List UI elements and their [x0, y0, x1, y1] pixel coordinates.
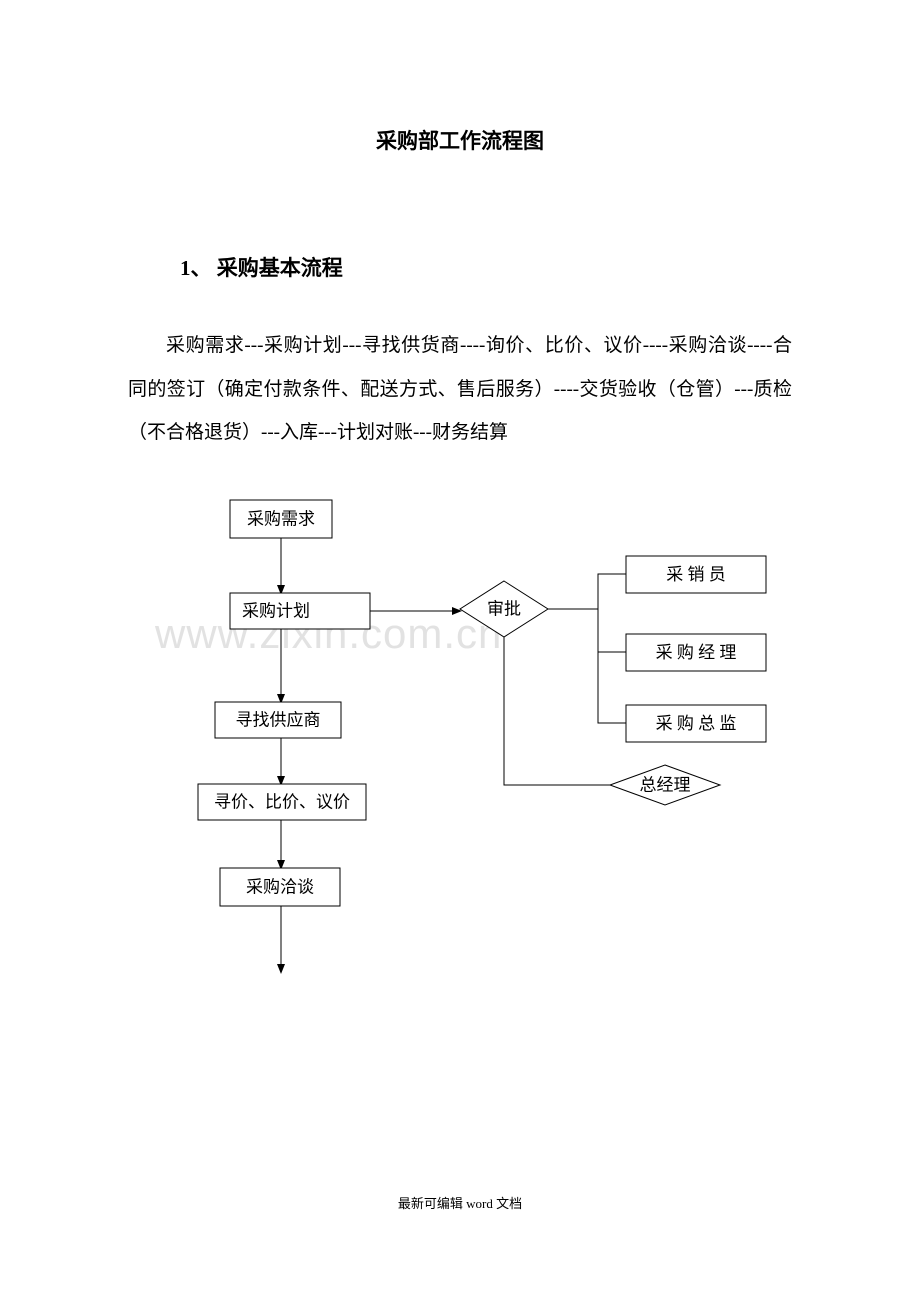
section-number: 1、	[180, 256, 212, 280]
page-title: 采购部工作流程图	[0, 125, 920, 155]
flowchart-node: 寻找供应商	[215, 702, 341, 738]
body-paragraph: 采购需求---采购计划---寻找供货商----询价、比价、议价----采购洽谈-…	[128, 324, 792, 455]
svg-text:采购洽谈: 采购洽谈	[246, 878, 314, 897]
svg-text:采 销 员: 采 销 员	[666, 565, 726, 584]
svg-text:采购需求: 采购需求	[247, 510, 315, 529]
flowchart-node: 采 购 总 监	[626, 705, 766, 742]
flowchart-node: 采购洽谈	[220, 868, 340, 906]
flowchart-edge	[598, 609, 626, 652]
flowchart-node: 采购需求	[230, 500, 332, 538]
flowchart-node: 总经理	[610, 765, 720, 805]
svg-text:审批: 审批	[487, 600, 521, 619]
svg-text:采 购 总 监: 采 购 总 监	[656, 714, 737, 733]
flowchart-node: 采 销 员	[626, 556, 766, 593]
flowchart-node: 采 购 经 理	[626, 634, 766, 671]
svg-text:总经理: 总经理	[640, 776, 691, 795]
flowchart-node: 采购计划	[230, 593, 370, 629]
svg-text:寻找供应商: 寻找供应商	[236, 711, 321, 730]
flowchart-node: 审批	[460, 581, 548, 637]
flowchart-edge	[598, 652, 626, 723]
footer-text: 最新可编辑 word 文档	[0, 1193, 920, 1212]
flowchart: 采购需求采购计划寻找供应商寻价、比价、议价采购洽谈 审批 采 销 员采 购 经 理采…	[110, 490, 810, 990]
section-heading: 1、 采购基本流程	[180, 252, 343, 282]
section-title: 采购基本流程	[217, 256, 343, 280]
svg-text:采购计划: 采购计划	[242, 602, 310, 621]
svg-text:寻价、比价、议价: 寻价、比价、议价	[214, 793, 350, 812]
flowchart-edge	[548, 574, 626, 609]
svg-text:采 购 经 理: 采 购 经 理	[656, 643, 737, 662]
flowchart-edge	[504, 637, 610, 785]
flowchart-node: 寻价、比价、议价	[198, 784, 366, 820]
